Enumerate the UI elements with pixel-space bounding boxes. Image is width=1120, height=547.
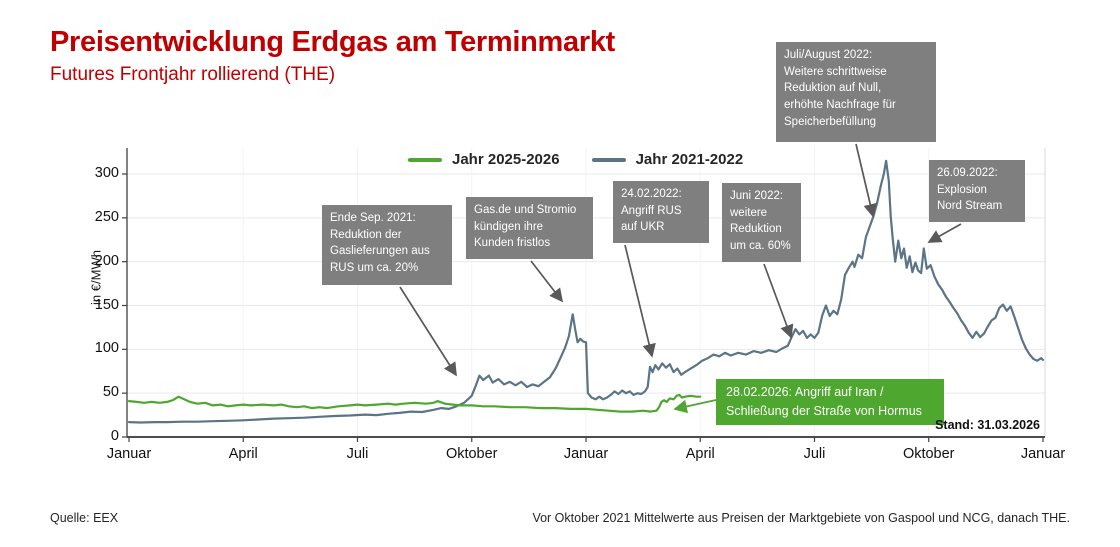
annotation-arrow-juni-2022: [763, 263, 794, 339]
y-tick-label: 250: [94, 208, 119, 225]
annotation-arrow-ende-sep-2021: [399, 286, 457, 377]
y-tick-label: 100: [94, 340, 119, 357]
x-tick-label: Januar: [563, 446, 609, 462]
annotation-arrow-24-02-2022: [624, 244, 656, 358]
footer-note: Vor Oktober 2021 Mittelwerte aus Preisen…: [532, 511, 1070, 525]
x-tick-label: Oktober: [902, 446, 955, 462]
legend-item-2021-2022: Jahr 2021-2022: [591, 151, 744, 168]
annotation-juni-2022: Juni 2022: weitere Reduktion um ca. 60%: [722, 183, 801, 262]
annotation-arrow-juli-august-2022: [855, 143, 877, 218]
series-jahr-2021-2022: [127, 159, 1045, 424]
x-tick-label: Januar: [1020, 446, 1066, 462]
stand-label: Stand: 31.03.2026: [935, 418, 1040, 432]
x-tick-label: Juli: [346, 446, 369, 462]
legend: Jahr 2025-2026 Jahr 2021-2022: [408, 151, 743, 168]
annotation-28-02-2026: 28.02.2026: Angriff auf Iran / Schließun…: [716, 379, 944, 425]
annotation-gasde-stromio: Gas.de und Stromio kündigen ihre Kunden …: [466, 197, 593, 259]
y-tick-label: 150: [94, 296, 119, 313]
legend-swatch-gray: [591, 157, 626, 162]
annotation-juli-august-2022: Juli/August 2022: Weitere schrittweise R…: [776, 42, 936, 142]
page-title: Preisentwicklung Erdgas am Terminmarkt: [50, 26, 616, 58]
annotation-ende-sep-2021: Ende Sep. 2021: Reduktion der Gaslieferu…: [322, 205, 452, 285]
page-subtitle: Futures Frontjahr rollierend (THE): [50, 64, 336, 85]
legend-label: Jahr 2025-2026: [452, 151, 560, 168]
legend-item-2025-2026: Jahr 2025-2026: [408, 151, 560, 168]
x-tick-label: April: [685, 446, 715, 462]
x-tick-label: Oktober: [445, 446, 498, 462]
y-axis-title: in €/MWh: [88, 250, 104, 305]
annotation-24-02-2022: 24.02.2022: Angriff RUS auf UKR: [613, 181, 709, 243]
y-tick-label: 50: [102, 384, 119, 401]
annotation-arrow-26-09-2022: [927, 223, 962, 243]
y-tick-label: 0: [110, 428, 119, 444]
annotation-26-09-2022: 26.09.2022: Explosion Nord Stream: [929, 160, 1025, 222]
series-jahr-2025-2026: [127, 393, 702, 413]
x-tick-label: Juli: [803, 446, 826, 462]
annotation-arrow-gasde-stromio: [530, 260, 564, 303]
annotation-arrow-28-02-2026: [673, 399, 717, 414]
x-tick-label: Januar: [106, 446, 152, 462]
y-tick-label: 200: [94, 252, 119, 269]
x-tick-label: April: [228, 446, 258, 462]
y-tick-label: 300: [94, 165, 119, 181]
legend-label: Jahr 2021-2022: [635, 151, 744, 168]
footer-source: Quelle: EEX: [50, 511, 119, 525]
legend-swatch-green: [408, 157, 442, 162]
